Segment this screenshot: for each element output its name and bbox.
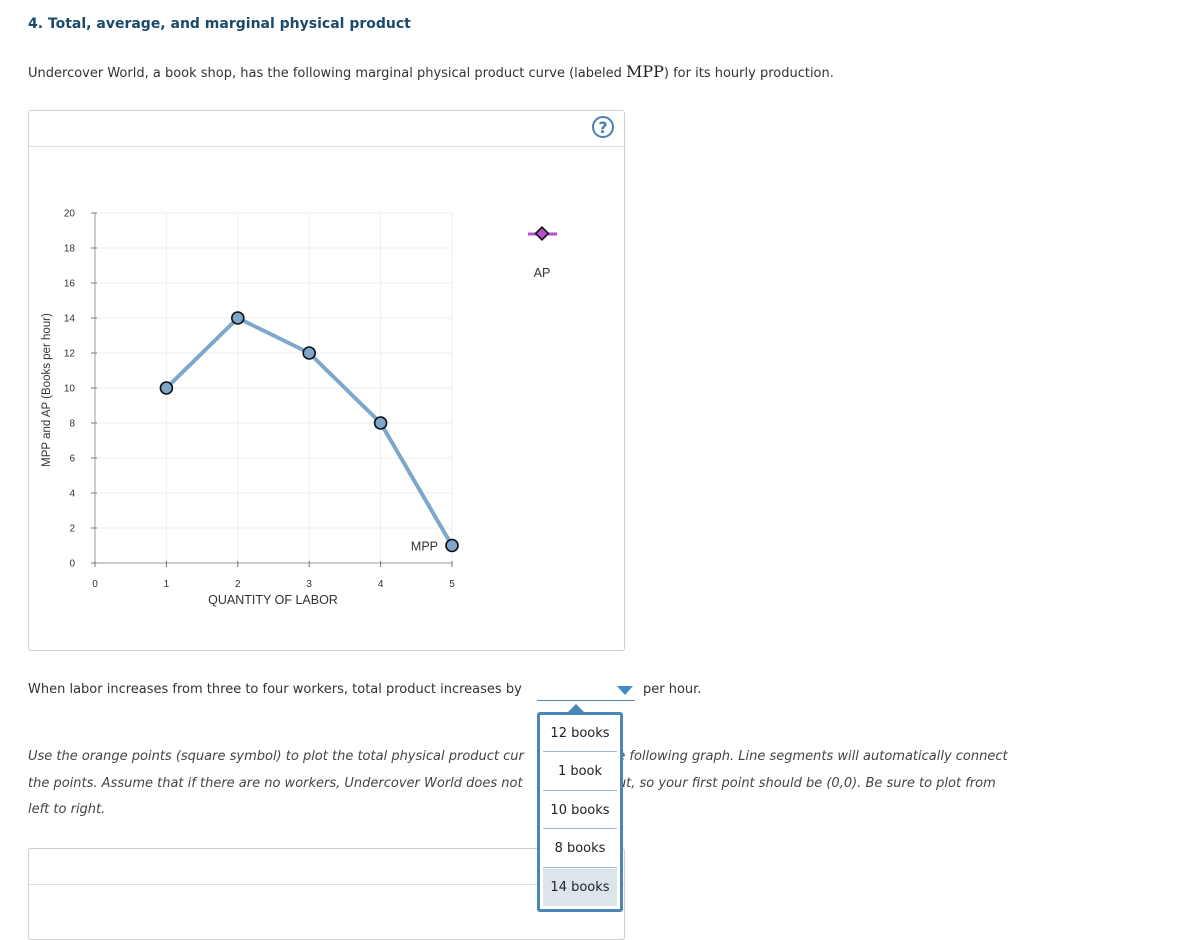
chart-grid	[95, 212, 453, 563]
instructions-line-2-a: the points. Assume that if there are no …	[28, 775, 523, 791]
tpp-graph-toolbar	[29, 849, 624, 885]
chart-series: MPP	[159, 311, 459, 554]
mpp-point[interactable]	[231, 311, 245, 325]
y-tick-label: 12	[64, 349, 76, 360]
x-axis-label: QUANTITY OF LABOR	[208, 593, 338, 607]
help-icon[interactable]: ?	[592, 116, 614, 138]
ap-legend-label: AP	[534, 266, 551, 280]
instructions-line-3: left to right.	[28, 802, 106, 817]
y-tick-label: 0	[69, 559, 75, 570]
ap-legend-marker[interactable]	[528, 226, 557, 241]
dropdown-arrow-icon[interactable]	[617, 686, 633, 695]
intro-text-after: ) for its hourly production.	[663, 66, 834, 81]
dropdown-option[interactable]: 10 books	[543, 792, 617, 829]
x-tick-label: 5	[449, 579, 455, 590]
y-tick-label: 16	[64, 279, 76, 290]
dropdown-menu[interactable]: 12 books 1 book 10 books 8 books 14 book…	[537, 712, 623, 912]
x-tick-label: 2	[235, 579, 241, 590]
y-tick-label: 2	[69, 524, 75, 535]
x-tick-label: 4	[378, 579, 384, 590]
instructions-line-2-b: tput, so your first point should be (0,0…	[604, 775, 996, 791]
dropdown-option[interactable]: 14 books	[543, 869, 617, 906]
mpp-point[interactable]	[445, 538, 459, 553]
dropdown-option[interactable]: 8 books	[543, 831, 617, 868]
instructions-line-1-a: Use the orange points (square symbol) to…	[28, 749, 524, 764]
ap-legend-diamond[interactable]	[534, 226, 550, 241]
question-2-text: When labor increases from three to four …	[28, 682, 522, 697]
mpp-series-label: MPP	[411, 540, 438, 554]
question-2-suffix: per hour.	[643, 682, 702, 697]
instructions-line-1-b: the following graph. Line segments will …	[603, 749, 1008, 764]
x-tick-label: 1	[164, 579, 170, 590]
y-tick-label: 8	[69, 419, 75, 430]
mpp-point[interactable]	[373, 416, 388, 430]
graph-instructions: Use the orange points (square symbol) to…	[28, 744, 1038, 824]
graph-panel: ? 0 2 4 6 8 10 12 14 16 18 20 0 1 2 3 4 5 MPP QUANTITY O…	[28, 110, 625, 651]
question-title: 4. Total, average, and marginal physical…	[28, 16, 411, 32]
mpp-point[interactable]	[159, 381, 174, 395]
y-tick-label: 14	[64, 314, 76, 325]
instructions-line-1: Use the orange points (square symbol) to…	[28, 744, 1038, 771]
dropdown-option[interactable]: 12 books	[543, 715, 617, 752]
dropdown-option[interactable]: 1 book	[543, 754, 617, 791]
mpp-point[interactable]	[302, 346, 317, 360]
graph-toolbar: ?	[29, 111, 624, 147]
intro-text-before: Undercover World, a book shop, has the f…	[28, 66, 626, 81]
answer-dropdown[interactable]	[537, 684, 635, 701]
tpp-graph-panel	[28, 848, 625, 940]
question-intro: Undercover World, a book shop, has the f…	[28, 62, 834, 81]
x-tick-label: 3	[306, 579, 312, 590]
y-tick-label: 10	[64, 384, 76, 395]
intro-mpp-symbol: MPP	[625, 62, 664, 81]
y-tick-label: 6	[69, 454, 75, 465]
x-tick-label: 0	[92, 579, 98, 590]
y-tick-label: 4	[69, 489, 75, 500]
y-tick-label: 20	[64, 209, 76, 220]
y-axis-label: MPP and AP (Books per hour)	[41, 313, 53, 467]
dropdown-caret	[568, 704, 584, 712]
y-tick-label: 18	[64, 244, 76, 255]
instructions-line-2: the points. Assume that if there are no …	[28, 771, 1038, 798]
